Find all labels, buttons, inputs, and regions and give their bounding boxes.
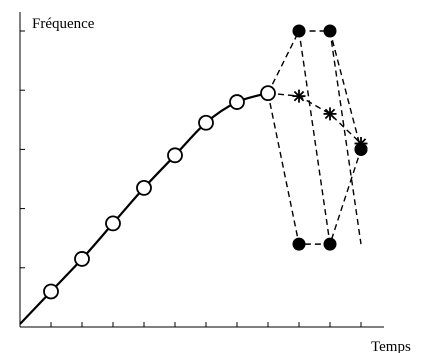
filled-dot-marker [354,142,368,156]
filled-dot-marker [292,24,306,38]
asterisk-marker [323,107,337,121]
dashed-forecast-line [298,30,331,245]
filled-dot-marker [323,24,337,38]
series-markers [43,24,368,300]
ticks [20,30,362,327]
series-lines [19,30,362,325]
asterisk-marker [292,89,306,103]
axes [19,12,384,328]
open-circle-marker [136,179,152,196]
open-circle-marker [43,283,59,300]
dashed-forecast-line [267,92,362,144]
open-circle-marker [74,251,90,267]
open-circle-marker [229,94,245,110]
x-axis-label: Temps [371,339,411,353]
filled-dot-marker [292,237,306,251]
filled-dot-marker [323,237,337,251]
dashed-forecast-line [267,93,362,245]
open-circle-marker [105,215,121,232]
open-circle-marker [260,85,276,102]
open-circle-marker [198,114,214,131]
open-circle-marker [167,147,183,164]
dashed-forecast-line [267,30,362,150]
dashed-forecast-line [329,30,362,245]
y-axis-label: Fréquence [32,16,95,32]
